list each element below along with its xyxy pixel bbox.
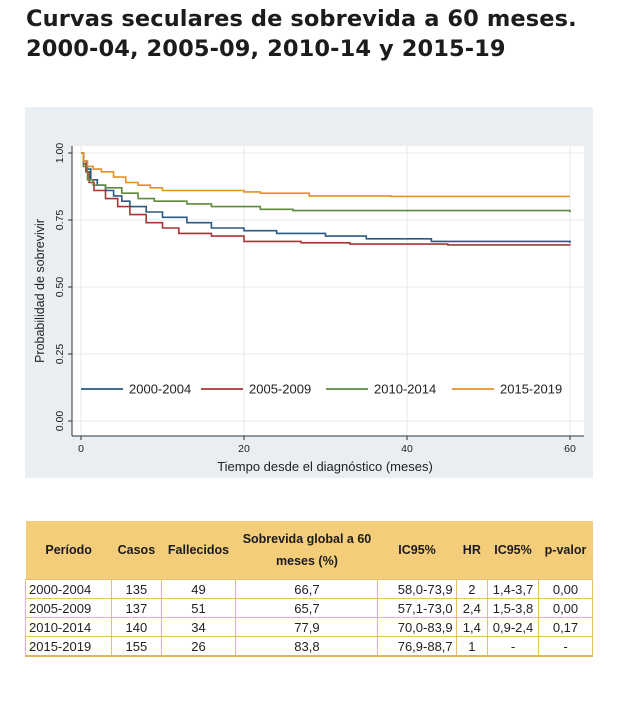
cell-casos: 140: [111, 617, 162, 637]
cell-p-valor: 0,17: [538, 617, 593, 637]
x-tick-label: 60: [564, 443, 576, 455]
series-line-2015-2019: [81, 152, 570, 198]
cell-ic95: 76,9-88,7: [377, 636, 457, 657]
legend-label: 2000-2004: [129, 382, 191, 397]
header-hr: HR: [456, 521, 488, 580]
header-p-valor: p-valor: [538, 521, 593, 580]
title-line-1: Curvas seculares de sobrevida a 60 meses…: [26, 6, 577, 32]
header-ic95: IC95%: [377, 521, 457, 580]
cell-hr: 2,4: [455, 598, 489, 618]
cell-casos: 155: [111, 636, 162, 657]
x-tick-label: 20: [238, 443, 250, 455]
cell-periodo: 2000-2004: [24, 579, 113, 599]
legend-label: 2015-2019: [500, 382, 562, 397]
legend-label: 2010-2014: [374, 382, 436, 397]
series-lines: [81, 152, 571, 246]
x-axis-label: Tiempo desde el diagnóstico (meses): [217, 459, 433, 474]
header-periodo: Período: [25, 521, 112, 580]
y-tick-label: 0.00: [54, 411, 66, 432]
plot-area: [72, 146, 584, 436]
ticks: 0.00 0.25 0.50 0.75 1.00 0 20 40 60: [54, 143, 576, 455]
survival-chart: 0.00 0.25 0.50 0.75 1.00 0 20 40 60 2000-2004 200…: [25, 107, 593, 478]
cell-periodo: 2015-2019: [24, 636, 113, 657]
cell-hr: 1: [455, 636, 489, 657]
table-header-row: Período Casos Fallecidos Sobrevida globa…: [25, 521, 593, 580]
cell-fallecidos: 49: [160, 579, 237, 599]
header-ic95-hr: IC95%: [487, 521, 539, 580]
cell-ic95: 58,0-73,9: [377, 579, 457, 599]
page-title: Curvas seculares de sobrevida a 60 meses…: [26, 4, 616, 64]
header-casos: Casos: [111, 521, 161, 580]
cell-sobrevida: 66,7: [235, 579, 379, 599]
x-tick-label: 40: [401, 443, 413, 455]
cell-p-valor: 0,00: [538, 598, 593, 618]
y-tick-label: 0.75: [54, 210, 66, 231]
survival-table: Período Casos Fallecidos Sobrevida globa…: [24, 521, 593, 657]
table-row: 2005-2009 137 51 65,7 57,1-73,0 2,4 1,5-…: [24, 598, 593, 618]
table-row: 2015-2019 155 26 83,8 76,9-88,7 1 - -: [24, 636, 593, 657]
grid-lines: [72, 146, 584, 436]
cell-hr: 1,4: [455, 617, 489, 637]
cell-casos: 135: [111, 579, 162, 599]
y-tick-label: 0.25: [54, 344, 66, 365]
cell-periodo: 2010-2014: [24, 617, 113, 637]
cell-p-valor: 0,00: [538, 579, 593, 599]
cell-ic95-hr: 1,5-3,8: [486, 598, 540, 618]
cell-periodo: 2005-2009: [24, 598, 113, 618]
cell-casos: 137: [111, 598, 162, 618]
y-axis-label: Probabilidad de sobrevivir: [33, 219, 47, 363]
x-tick-label: 0: [78, 443, 84, 455]
cell-fallecidos: 51: [160, 598, 237, 618]
cell-ic95-hr: 1,4-3,7: [486, 579, 540, 599]
table-row: 2010-2014 140 34 77,9 70,0-83,9 1,4 0,9-…: [24, 617, 593, 637]
cell-ic95-hr: 0,9-2,4: [486, 617, 540, 637]
cell-ic95: 70,0-83,9: [377, 617, 457, 637]
chart-svg: 0.000.250.500.751.000 20 40 60 2000-2004 200…: [25, 107, 593, 478]
cell-ic95: 57,1-73,0: [377, 598, 457, 618]
cell-sobrevida: 83,8: [235, 636, 379, 657]
legend: 2000-2004 2005-2009 2010-2014 2015-2019: [81, 382, 562, 397]
cell-ic95-hr: -: [486, 636, 540, 657]
y-tick-label: 0.50: [54, 277, 66, 298]
cell-p-valor: -: [538, 636, 593, 657]
header-fallecidos: Fallecidos: [161, 521, 236, 580]
title-line-2: 2000-04, 2005-09, 2010-14 y 2015-19: [26, 36, 506, 62]
cell-sobrevida: 77,9: [235, 617, 379, 637]
axes: [71, 146, 584, 437]
cell-fallecidos: 26: [160, 636, 237, 657]
cell-hr: 2: [455, 579, 489, 599]
series-line-2005-2009: [81, 152, 571, 246]
y-tick-label: 1.00: [54, 143, 66, 164]
cell-fallecidos: 34: [160, 617, 237, 637]
header-sobrevida: Sobrevida global a 60 meses (%): [235, 521, 378, 580]
legend-label: 2005-2009: [249, 382, 311, 397]
cell-sobrevida: 65,7: [235, 598, 379, 618]
table-row: 2000-2004 135 49 66,7 58,0-73,9 2 1,4-3,…: [24, 579, 593, 599]
series-line-2010-2014: [81, 152, 571, 213]
